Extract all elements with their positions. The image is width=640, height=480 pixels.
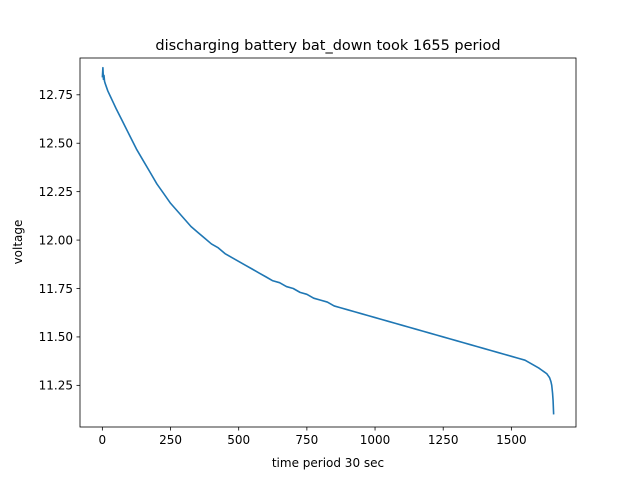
y-tick-label: 11.25 — [39, 379, 73, 393]
x-tick-label: 250 — [159, 433, 182, 447]
x-tick-label: 500 — [227, 433, 250, 447]
chart-title: discharging battery bat_down took 1655 p… — [155, 38, 500, 54]
y-tick-label: 12.50 — [39, 137, 73, 151]
x-axis-label: time period 30 sec — [272, 456, 384, 470]
y-axis-label: voltage — [11, 220, 25, 265]
y-tick-label: 12.00 — [39, 233, 73, 247]
series-layer — [101, 66, 555, 415]
x-tick-label: 1500 — [496, 433, 527, 447]
y-tick-label: 12.75 — [39, 88, 73, 102]
y-tick-label: 11.75 — [39, 282, 73, 296]
x-tick-label: 0 — [99, 433, 107, 447]
x-tick-label: 750 — [295, 433, 318, 447]
x-tick-label: 1250 — [428, 433, 459, 447]
y-axis-ticks: 11.25 11.50 11.75 12.00 12.25 12.50 12.75 — [39, 88, 80, 393]
x-tick-label: 1000 — [360, 433, 391, 447]
voltage-series-line — [101, 66, 555, 415]
axes-frame — [79, 57, 577, 428]
x-axis-ticks: 0 250 500 750 1000 1250 1500 — [99, 427, 527, 447]
y-tick-label: 11.50 — [39, 330, 73, 344]
y-tick-label: 12.25 — [39, 185, 73, 199]
